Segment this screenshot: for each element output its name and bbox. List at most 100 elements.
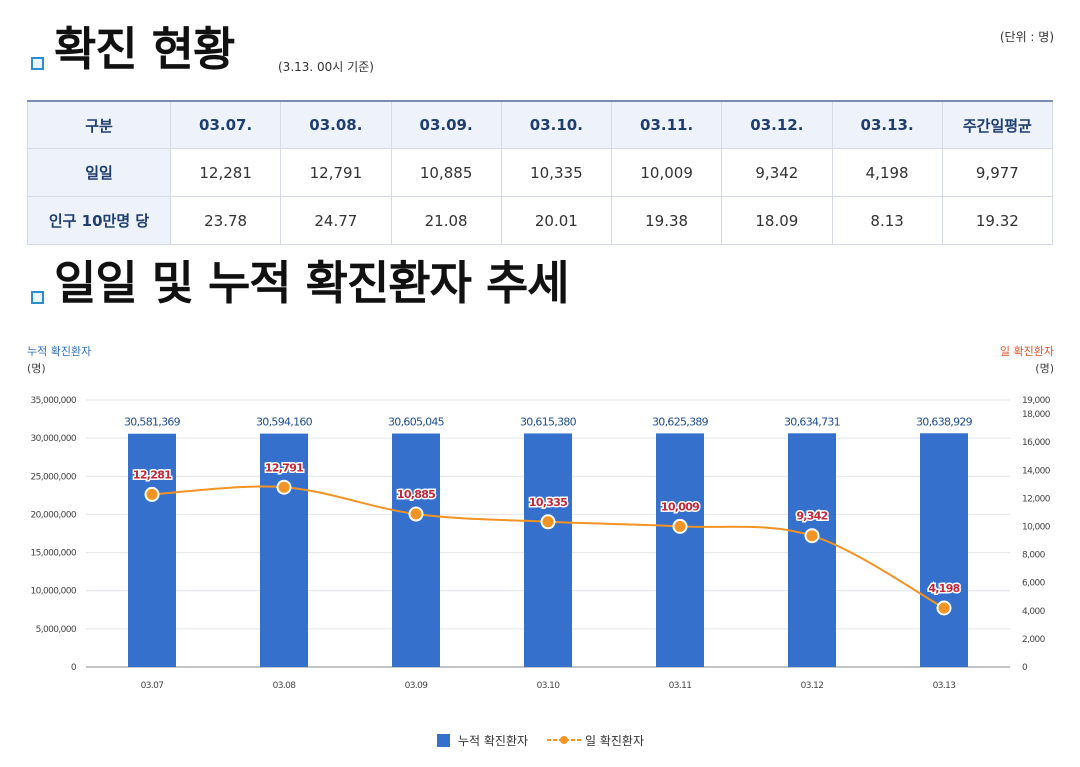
bar bbox=[920, 433, 968, 667]
header-cell: 03.11. bbox=[610, 100, 723, 149]
table-header-row: 구분 03.07. 03.08. 03.09. 03.10. 03.11. 03… bbox=[27, 100, 1054, 149]
line-data-label: 12,281 bbox=[133, 468, 171, 481]
line-data-label: 10,009 bbox=[661, 500, 699, 513]
summary-title: 확진 현황 bbox=[54, 22, 235, 76]
y-right-tick-label: 2,000 bbox=[1022, 635, 1046, 645]
line-data-label: 10,885 bbox=[397, 488, 435, 501]
y-left-tick-label: 5,000,000 bbox=[36, 625, 77, 635]
header-cell: 03.10. bbox=[500, 100, 613, 149]
section-bullet-icon bbox=[31, 291, 44, 304]
table-cell: 21.08 bbox=[390, 196, 502, 245]
table-cell: 12,791 bbox=[280, 148, 392, 197]
bar bbox=[392, 433, 440, 667]
line-point bbox=[936, 600, 952, 616]
y-left-tick-label: 30,000,000 bbox=[30, 434, 76, 444]
table-cell: 23.78 bbox=[169, 196, 282, 245]
bar bbox=[656, 433, 704, 667]
header-cell: 구분 bbox=[27, 100, 171, 149]
bar-data-label: 30,605,045 bbox=[388, 416, 445, 429]
right-axis-title-text: 일 확진환자 bbox=[999, 345, 1054, 358]
table-cell: 10,885 bbox=[390, 148, 502, 197]
header-cell: 주간일평균 bbox=[941, 100, 1054, 149]
y-right-tick-label: 16,000 bbox=[1022, 438, 1051, 448]
bar-data-label: 30,634,731 bbox=[784, 415, 840, 428]
x-tick-label: 03.13 bbox=[933, 681, 956, 691]
y-right-tick-label: 10,000 bbox=[1022, 522, 1051, 532]
legend-bar-label: 누적 확진환자 bbox=[458, 734, 529, 748]
x-tick-label: 03.11 bbox=[669, 681, 692, 691]
table-cell: 24.77 bbox=[280, 196, 392, 245]
y-right-tick-label: 6,000 bbox=[1022, 579, 1046, 589]
line-data-label: 12,791 bbox=[265, 461, 303, 474]
line-data-label: 10,335 bbox=[529, 496, 567, 509]
table-row: 일일 12,281 12,791 10,885 10,335 10,009 9,… bbox=[27, 148, 1054, 197]
header-cell: 03.13. bbox=[831, 100, 943, 149]
legend-line-label: 일 확진환자 bbox=[585, 734, 645, 748]
y-right-tick-label: 4,000 bbox=[1022, 607, 1046, 617]
y-left-tick-label: 35,000,000 bbox=[30, 396, 76, 406]
table-cell: 9,977 bbox=[941, 148, 1054, 197]
bar bbox=[524, 433, 572, 667]
header-cell: 03.08. bbox=[280, 100, 392, 149]
bar-data-label: 30,625,389 bbox=[652, 415, 709, 428]
row-label: 인구 10만명 당 bbox=[27, 196, 171, 245]
y-left-tick-label: 0 bbox=[71, 663, 77, 673]
bar-data-label: 30,638,929 bbox=[916, 415, 973, 428]
bar-data-label: 30,594,160 bbox=[256, 416, 313, 429]
header-cell: 03.07. bbox=[169, 100, 282, 149]
line-data-label: 4,198 bbox=[928, 582, 959, 595]
bar-data-label: 30,615,380 bbox=[520, 415, 577, 428]
y-right-tick-label: 8,000 bbox=[1022, 551, 1046, 561]
y-right-tick-label: 0 bbox=[1022, 663, 1028, 673]
y-right-tick-label: 19,000 bbox=[1022, 396, 1051, 406]
y-right-tick-label: 12,000 bbox=[1022, 494, 1051, 504]
y-left-tick-label: 20,000,000 bbox=[30, 510, 76, 520]
header-cell: 03.12. bbox=[721, 100, 833, 149]
left-axis-title-text: 누적 확진환자 bbox=[27, 345, 92, 358]
chart-legend-line: 일 확진환자 bbox=[547, 732, 644, 749]
header-cell: 03.09. bbox=[390, 100, 502, 149]
right-axis-title: 일 확진환자 (명) bbox=[1000, 343, 1054, 377]
bar bbox=[128, 433, 176, 667]
left-axis-unit: (명) bbox=[27, 362, 46, 375]
table-cell: 4,198 bbox=[831, 148, 943, 197]
legend-line-swatch bbox=[547, 736, 581, 744]
x-tick-label: 03.10 bbox=[537, 681, 561, 691]
line-point bbox=[672, 518, 688, 534]
unit-label: (단위 : 명) bbox=[999, 30, 1054, 44]
table-cell: 18.09 bbox=[721, 196, 833, 245]
summary-basis: (3.13. 00시 기준) bbox=[278, 60, 374, 74]
section-bullet-icon bbox=[31, 57, 44, 70]
line-point bbox=[276, 479, 292, 495]
x-tick-label: 03.08 bbox=[273, 681, 297, 691]
y-left-tick-label: 15,000,000 bbox=[30, 549, 76, 559]
x-tick-label: 03.12 bbox=[801, 681, 824, 691]
bar-data-label: 30,581,369 bbox=[124, 416, 181, 429]
table-cell: 19.32 bbox=[941, 196, 1054, 245]
row-label: 일일 bbox=[27, 148, 171, 197]
legend-bar-swatch bbox=[437, 734, 450, 747]
line-point bbox=[804, 528, 820, 544]
table-cell: 20.01 bbox=[500, 196, 613, 245]
line-point bbox=[144, 486, 160, 502]
left-axis-title: 누적 확진환자 (명) bbox=[27, 343, 91, 377]
table-row: 인구 10만명 당 23.78 24.77 21.08 20.01 19.38 … bbox=[27, 196, 1054, 245]
right-axis-unit: (명) bbox=[1035, 362, 1054, 375]
y-right-tick-label: 14,000 bbox=[1022, 466, 1051, 476]
bar bbox=[260, 433, 308, 667]
line-point bbox=[540, 514, 556, 530]
y-right-tick-label: 18,000 bbox=[1022, 410, 1051, 420]
chart-legend: 누적 확진환자 bbox=[437, 732, 528, 749]
table-cell: 19.38 bbox=[610, 196, 723, 245]
line-data-label: 9,342 bbox=[796, 510, 827, 523]
trend-chart: 0 5,000,000 10,000,000 15,000,000 20,000,000… bbox=[30, 396, 1051, 691]
table-cell: 9,342 bbox=[721, 148, 833, 197]
table-cell: 10,009 bbox=[610, 148, 723, 197]
table-cell: 8.13 bbox=[831, 196, 943, 245]
line-point bbox=[408, 506, 424, 522]
x-tick-label: 03.09 bbox=[405, 681, 429, 691]
y-left-tick-label: 10,000,000 bbox=[30, 587, 76, 597]
x-tick-label: 03.07 bbox=[141, 681, 164, 691]
y-left-tick-label: 25,000,000 bbox=[30, 472, 76, 482]
table-cell: 12,281 bbox=[169, 148, 282, 197]
